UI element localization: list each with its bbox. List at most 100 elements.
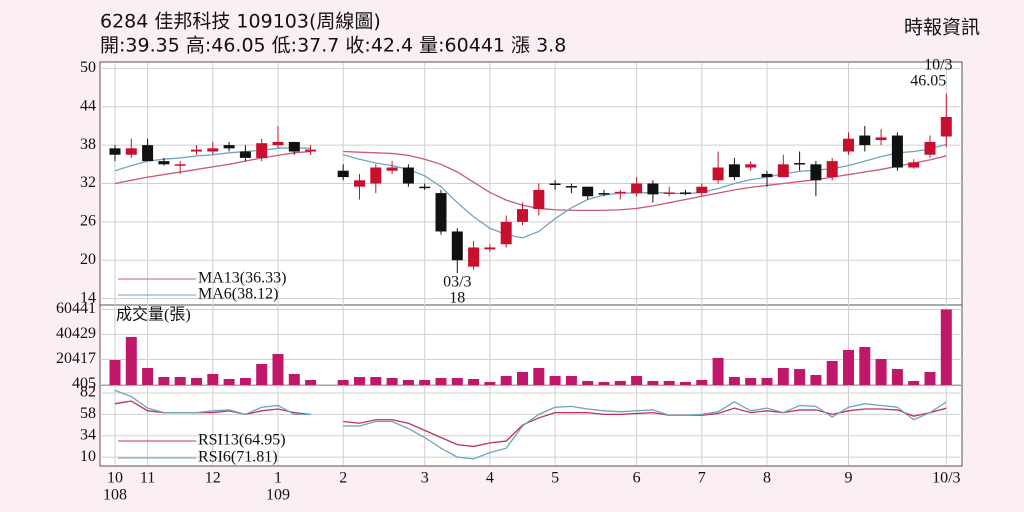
candle-body [354, 180, 365, 187]
candle-body [728, 164, 740, 178]
bar [305, 380, 317, 385]
annotation: 03/3 [443, 274, 471, 291]
candle-body [191, 149, 202, 152]
candle-body [142, 145, 154, 162]
bar [696, 380, 708, 385]
bar [158, 377, 170, 385]
bar [191, 378, 202, 385]
legend-label: RSI13(64.95) [198, 432, 286, 449]
candle-body [614, 191, 626, 194]
candle-body [517, 209, 528, 222]
bar [859, 347, 871, 385]
bar [826, 361, 838, 385]
candle-body [125, 148, 137, 155]
candle-body [940, 116, 952, 137]
candle-body [631, 183, 643, 194]
candle-body [696, 186, 708, 194]
x-year-label: 108 [103, 487, 127, 504]
bar [745, 378, 757, 385]
candle-body [419, 186, 431, 189]
bar [598, 382, 610, 385]
candle-body [582, 186, 594, 197]
source: 時報資訊 [904, 17, 980, 39]
y-tick-label: 60441 [56, 300, 96, 317]
bar [517, 372, 528, 385]
y-tick-label: 32 [80, 174, 96, 191]
candle-body [598, 193, 610, 195]
candle-body [402, 167, 414, 184]
candle-body [810, 164, 822, 181]
bar [940, 309, 952, 385]
candle-body [239, 151, 251, 158]
candle-body [891, 135, 903, 168]
bar [647, 381, 659, 385]
candle-body [256, 143, 268, 158]
candle-body [435, 193, 447, 232]
candle-body [924, 141, 936, 155]
candle-body [533, 189, 545, 210]
x-tick-label: 3 [421, 470, 429, 487]
x-tick-label: 10/3 [932, 470, 960, 487]
bar [223, 379, 235, 385]
bar [582, 381, 594, 385]
chart-title: 6284 佳邦科技 109103(周線圖) [100, 11, 381, 33]
candle-body [875, 137, 887, 141]
bar [370, 377, 382, 385]
y-tick-label: 50 [80, 59, 96, 76]
bar [549, 376, 561, 385]
candle-body [859, 135, 871, 146]
bar [777, 368, 789, 385]
y-tick-label: 58 [80, 405, 96, 422]
x-tick-label: 11 [140, 470, 155, 487]
candle-body [174, 164, 186, 166]
bar [908, 381, 920, 385]
candle-body [223, 145, 235, 149]
bar [533, 368, 545, 385]
candle-body [305, 149, 317, 152]
candle-body [337, 170, 349, 178]
bar [712, 358, 724, 385]
candle-body [468, 247, 480, 267]
x-tick-label: 9 [845, 470, 853, 487]
y-tick-label: 14 [80, 289, 96, 306]
bar [891, 369, 903, 385]
legend-label: MA6(38.12) [198, 286, 278, 303]
y-tick-label: 40429 [56, 325, 96, 342]
candle-body [370, 167, 382, 184]
y-tick-label: 20417 [56, 350, 96, 367]
bar [728, 377, 740, 385]
bar [288, 374, 300, 385]
candle-body [272, 141, 284, 146]
line-series [114, 400, 947, 448]
x-tick-label: 2 [339, 470, 347, 487]
bar [810, 375, 822, 385]
candle-body [826, 161, 838, 178]
plot-frame [99, 61, 963, 467]
x-tick-label: 1 [274, 470, 282, 487]
bar [614, 381, 626, 385]
candle-body [207, 148, 219, 152]
y-tick-label: 10 [80, 448, 96, 465]
y-tick-label: 44 [80, 97, 96, 114]
annotation: 18 [449, 290, 465, 307]
y-tick-label: 34 [80, 426, 96, 443]
candle-body [712, 167, 724, 181]
candle-body [484, 247, 496, 250]
y-tick-label: 405 [72, 375, 96, 392]
bar [484, 382, 496, 385]
line-series [114, 150, 947, 212]
candle-body [745, 164, 757, 168]
bar [402, 380, 414, 385]
candle-body [109, 148, 121, 155]
candle-body [386, 167, 398, 171]
x-tick-label: 10 [107, 470, 123, 487]
candle-body [908, 162, 920, 168]
bar [680, 382, 691, 385]
candle-body [647, 183, 659, 195]
candle-body [663, 192, 675, 194]
bar [109, 360, 121, 385]
bar [875, 359, 887, 385]
candle-body [158, 161, 170, 165]
y-tick-label: 26 [80, 213, 96, 230]
